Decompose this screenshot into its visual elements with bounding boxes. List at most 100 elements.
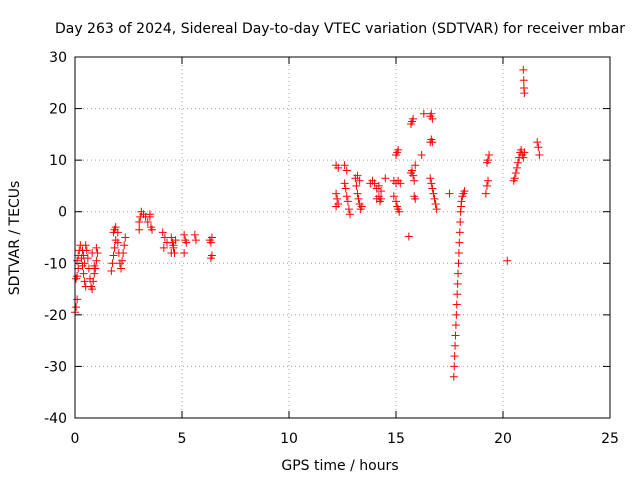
data-point [80,259,89,268]
x-tick-label: 0 [71,431,80,447]
data-point [167,248,176,257]
data-point [482,181,491,190]
data-point [451,331,460,340]
data-point [445,189,454,198]
data-point [92,256,101,265]
data-point [159,243,168,252]
data-point [118,256,127,265]
y-tick-label: -20 [44,308,67,324]
data-point [452,310,461,319]
data-point [171,236,180,245]
data-point [409,171,418,180]
data-point [431,199,440,208]
data-point [456,218,465,227]
data-point [392,197,400,206]
data-point [119,248,128,257]
chart-title: Day 263 of 2024, Sidereal Day-to-day VTE… [55,21,625,37]
data-point [74,264,83,273]
x-tick-label: 20 [494,431,512,447]
data-point [353,171,362,180]
data-point [519,153,528,162]
data-point [377,187,386,196]
grid-lines [75,57,610,418]
data-point [432,205,441,214]
data-point [88,248,97,257]
data-point [454,269,463,278]
data-point [342,192,351,201]
y-axis-label: SDTVAR / TECUs [7,181,23,296]
data-point [357,202,366,211]
data-point [454,259,463,268]
x-axis-label: GPS time / hours [281,458,398,474]
data-point [450,362,459,371]
data-point [90,269,99,278]
data-point [419,109,428,118]
data-point [333,194,342,203]
data-point [113,238,122,247]
data-point [503,256,512,265]
x-tick-label: 5 [178,431,187,447]
data-point [353,189,362,198]
data-point [428,138,437,147]
data-point [453,290,462,299]
data-point [533,138,542,147]
data-point [90,261,99,270]
data-points [71,65,544,381]
data-point [453,279,462,288]
y-tick-label: -40 [44,411,67,427]
data-point [454,248,463,257]
data-point [426,174,435,183]
data-point [408,166,417,175]
y-tick-label: -30 [44,359,67,375]
data-point [534,143,543,152]
data-point [206,254,215,263]
data-point [457,197,466,206]
y-tick-label: 20 [49,102,67,118]
y-axis: -40 -30 -20 -10 0 10 20 30 [44,50,610,427]
data-point [535,150,544,159]
data-point [113,228,122,237]
data-point [79,251,88,260]
data-point [370,179,379,188]
data-point [355,176,364,185]
data-point [404,232,413,241]
data-point [512,163,521,172]
data-point [451,341,460,350]
data-point [332,202,341,211]
data-point [92,243,101,252]
data-point [340,161,349,170]
data-point [83,254,92,263]
x-tick-label: 15 [387,431,405,447]
data-point [511,169,520,178]
data-point [450,352,459,361]
data-point [182,238,191,247]
data-point [410,192,419,201]
data-point [381,174,390,183]
data-point [484,156,493,165]
data-point [520,148,529,157]
data-point [145,210,154,219]
data-point [80,277,89,286]
data-point [344,205,353,214]
data-point [394,145,403,154]
data-point [455,238,464,247]
data-point [121,233,130,242]
data-point [73,295,82,304]
data-point [180,248,189,257]
data-point [449,372,458,381]
data-point [345,210,354,219]
data-point [343,197,352,206]
data-point [396,179,405,188]
data-point [143,218,152,227]
data-point [417,150,426,159]
data-point [430,194,439,203]
y-tick-label: -10 [44,256,67,272]
data-point [451,321,460,330]
data-point [510,174,519,183]
data-point [148,225,157,234]
data-point [180,230,189,239]
data-point [72,303,81,312]
data-point [519,65,528,74]
data-point [354,194,363,203]
